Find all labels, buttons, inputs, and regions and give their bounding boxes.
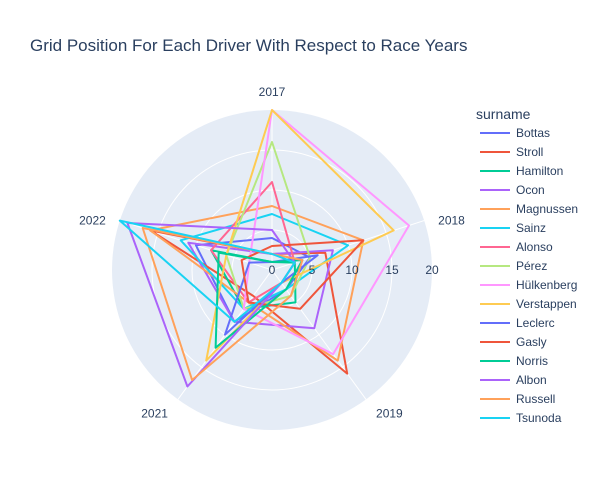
radial-tick-label: 0 <box>269 263 276 277</box>
legend-item[interactable]: Verstappen <box>480 297 577 311</box>
series-norris <box>214 251 304 349</box>
legend-item[interactable]: Tsunoda <box>480 411 562 425</box>
series-magnussen <box>149 205 365 362</box>
radial-tick-label: 20 <box>425 263 439 277</box>
angular-label-2018: 2018 <box>438 214 465 228</box>
legend-item[interactable]: Ocon <box>480 183 545 197</box>
legend-item[interactable]: Hülkenberg <box>480 278 577 292</box>
angular-label-2019: 2019 <box>376 406 403 420</box>
series-russell <box>141 227 304 381</box>
legend-item[interactable]: Leclerc <box>480 316 555 330</box>
legend-label: Sainz <box>516 221 546 235</box>
radial-tick-label: 10 <box>345 263 359 277</box>
legend-label: Albon <box>516 373 547 387</box>
legend-item[interactable]: Stroll <box>480 145 543 159</box>
series-tsunoda <box>118 219 296 323</box>
angular-axis-labels: 2017 2018 2019 2021 2022 <box>79 85 465 420</box>
legend-label: Alonso <box>516 240 553 254</box>
legend-label: Pérez <box>516 259 547 273</box>
series-leclerc <box>224 254 319 336</box>
legend-label: Magnussen <box>516 202 578 216</box>
legend-item[interactable]: Hamilton <box>480 164 563 178</box>
legend-label: Hamilton <box>516 164 563 178</box>
legend-label: Gasly <box>516 335 547 349</box>
grid-spoke-2019 <box>271 269 367 400</box>
legend-items: Bottas Stroll Hamilton Ocon Magnussen Sainz Al… <box>480 126 578 425</box>
legend-item[interactable]: Gasly <box>480 335 547 349</box>
angular-label-2021: 2021 <box>141 406 168 420</box>
legend-item[interactable]: Bottas <box>480 126 550 140</box>
radial-tick-label: 5 <box>309 263 316 277</box>
radial-axis-ticks: 0 5 10 15 20 <box>269 263 439 277</box>
radial-tick-label: 15 <box>385 263 399 277</box>
series-h-lkenberg <box>242 109 410 356</box>
legend-item[interactable]: Norris <box>480 354 548 368</box>
legend-title: surname <box>476 106 531 122</box>
angular-label-2022: 2022 <box>79 214 106 228</box>
series-p-rez <box>225 141 311 310</box>
legend-label: Russell <box>516 392 555 406</box>
legend-label: Verstappen <box>516 297 577 311</box>
legend: surname Bottas Stroll Hamilton Ocon Magnusse… <box>476 106 578 425</box>
legend-label: Hülkenberg <box>516 278 577 292</box>
series-layer <box>118 109 410 388</box>
legend-item[interactable]: Russell <box>480 392 555 406</box>
legend-label: Stroll <box>516 145 543 159</box>
legend-item[interactable]: Pérez <box>480 259 547 273</box>
legend-label: Bottas <box>516 126 550 140</box>
angular-label-2017: 2017 <box>259 85 286 99</box>
legend-item[interactable]: Magnussen <box>480 202 578 216</box>
legend-label: Ocon <box>516 183 545 197</box>
legend-label: Leclerc <box>516 316 555 330</box>
series-alonso <box>210 181 296 304</box>
series-verstappen <box>205 109 395 362</box>
legend-label: Tsunoda <box>516 411 562 425</box>
legend-item[interactable]: Albon <box>480 373 547 387</box>
legend-label: Norris <box>516 354 548 368</box>
legend-item[interactable]: Sainz <box>480 221 546 235</box>
legend-item[interactable]: Alonso <box>480 240 553 254</box>
chart-title: Grid Position For Each Driver With Respe… <box>30 36 467 55</box>
